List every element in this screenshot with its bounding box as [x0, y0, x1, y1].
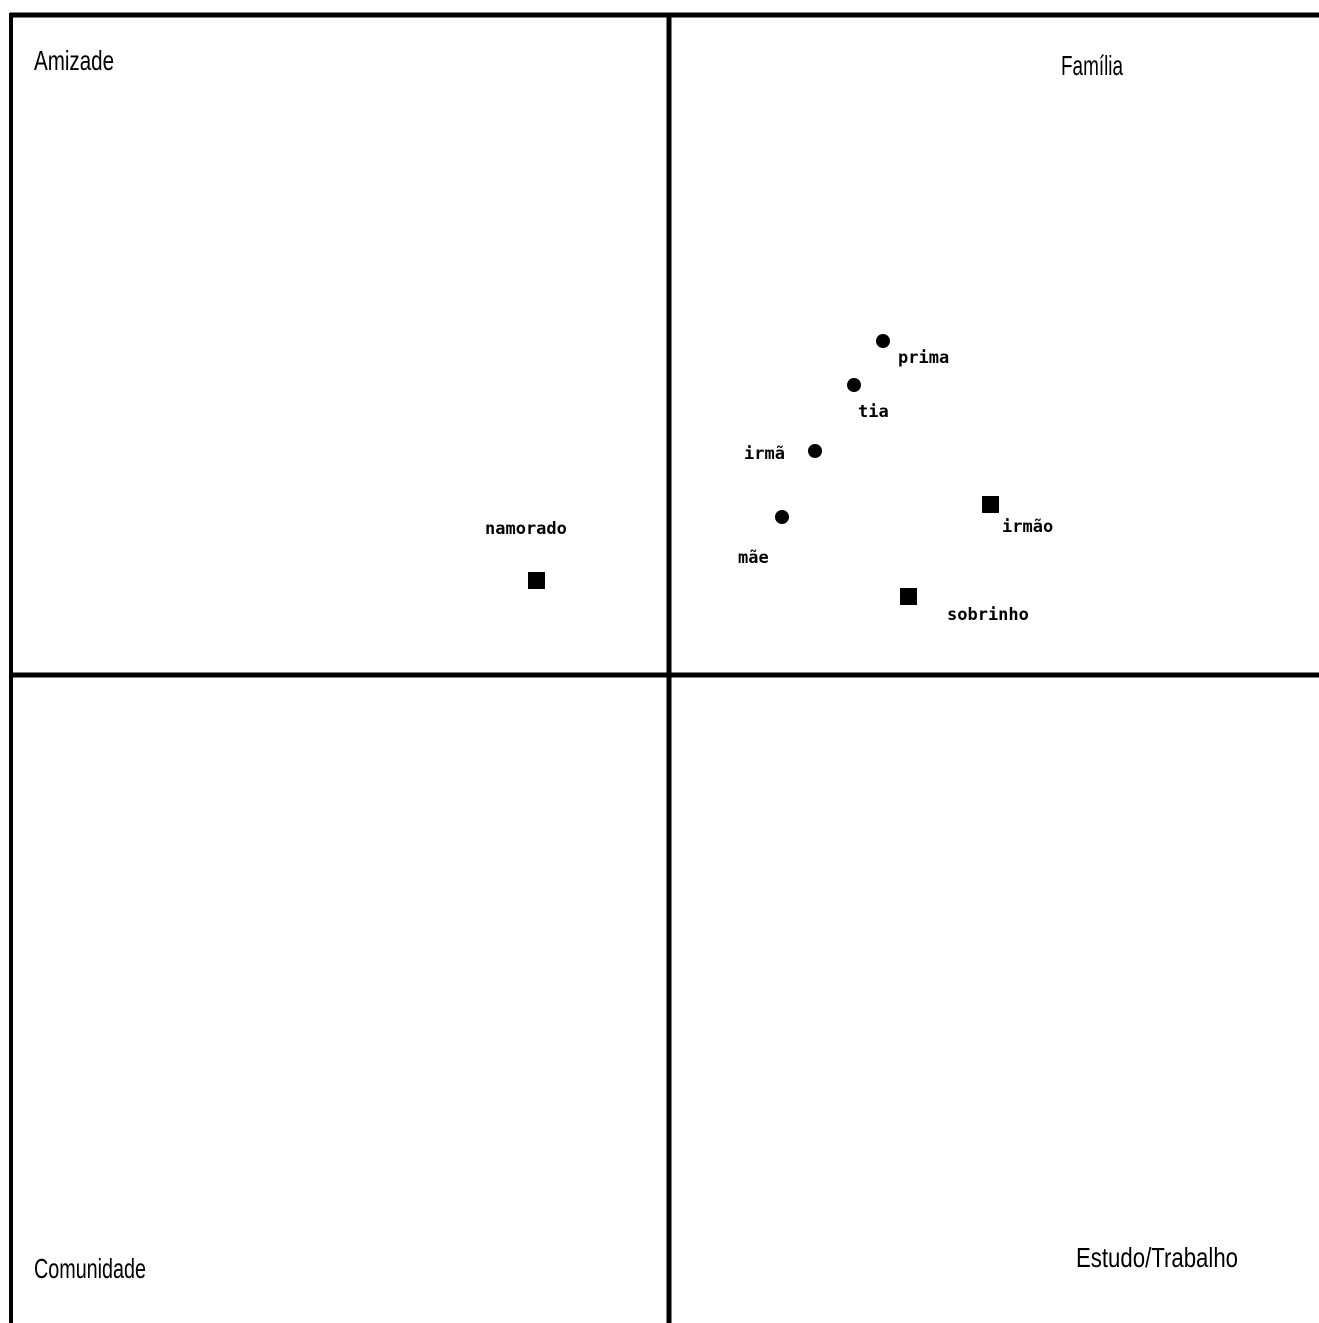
- person-label: mãe: [738, 548, 769, 568]
- quadrant-label-estudo-trabalho: Estudo/Trabalho: [1076, 1242, 1238, 1273]
- quadrant-label-amizade: Amizade: [34, 45, 114, 76]
- square-marker: [982, 496, 999, 513]
- person-label: irmão: [1002, 517, 1053, 537]
- person-namorado: namorado: [485, 519, 567, 589]
- circle-marker: [808, 444, 822, 458]
- circle-marker: [876, 334, 890, 348]
- person-tia: tia: [847, 378, 889, 422]
- person-irma: irmã: [744, 444, 822, 464]
- person-sobrinho: sobrinho: [900, 588, 1029, 625]
- person-label: namorado: [485, 519, 567, 539]
- person-irmao: irmão: [982, 496, 1053, 537]
- person-label: irmã: [744, 444, 785, 464]
- square-marker: [900, 588, 917, 605]
- person-label: sobrinho: [947, 605, 1029, 625]
- quadrant-label-comunidade: Comunidade: [34, 1253, 146, 1284]
- person-mae: mãe: [738, 510, 789, 568]
- person-prima: prima: [876, 334, 949, 368]
- circle-marker: [847, 378, 861, 392]
- square-marker: [528, 572, 545, 589]
- person-label: tia: [858, 402, 889, 422]
- circle-marker: [775, 510, 789, 524]
- person-label: prima: [898, 348, 949, 368]
- quadrant-label-familia: Família: [1061, 50, 1123, 81]
